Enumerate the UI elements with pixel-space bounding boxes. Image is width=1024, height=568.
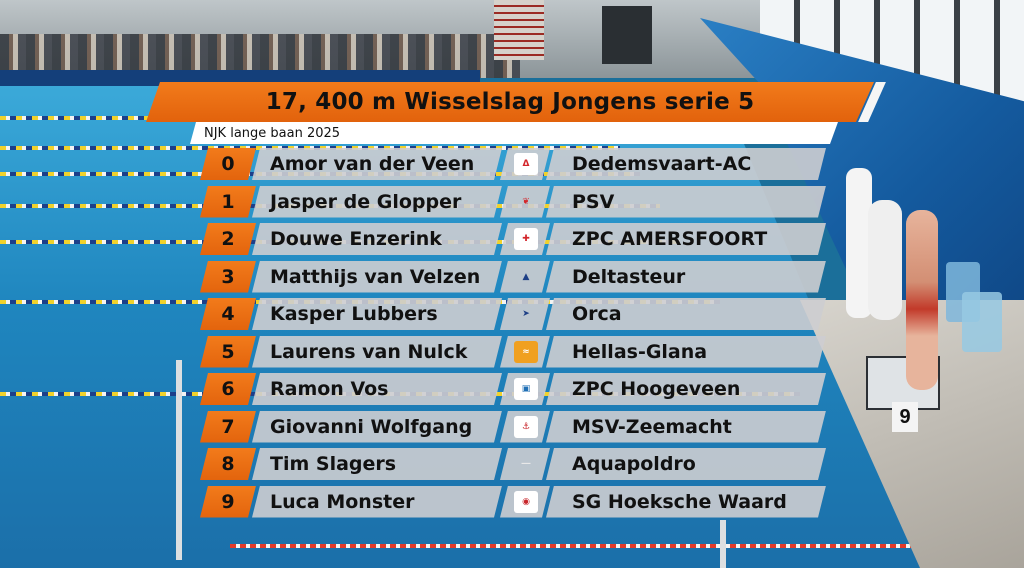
deltasteur-logo: ▲ [522,271,530,282]
start-list-row: 9 Luca Monster ◉ SG Hoeksche Waard [200,486,840,518]
swimmer-name-box: Ramon Vos [252,373,502,405]
club-name-box: Orca [546,298,826,330]
pool-ladder-rail [720,520,726,568]
amersfoort-cross-logo: ✚ [514,228,538,250]
swimmer-name-box: Luca Monster [252,486,502,518]
lane-number: 0 [200,148,256,180]
club-name-box: Hellas-Glana [546,336,826,368]
aquapoldro-logo: ― [521,459,531,469]
swimmer-name: Giovanni Wolfgang [270,415,473,438]
official-figure [846,168,872,318]
club-logo-slot: ❦ [512,190,540,214]
club-name-box: PSV [546,186,826,218]
logo-cell [500,448,550,480]
logo-cell [500,186,550,218]
psv-logo: ❦ [522,196,530,207]
lane-number: 3 [200,261,256,293]
club-name-box: Deltasteur [546,261,826,293]
club-name-box: Aquapoldro [546,448,826,480]
hellas-glana-logo: ≈ [514,340,538,363]
official-figure [868,200,902,320]
lane-number: 8 [200,448,256,480]
club-name: Aquapoldro [572,453,696,475]
club-name: MSV-Zeemacht [572,415,732,438]
starting-block-number: 9 [892,402,918,432]
lane-number: 1 [200,186,256,218]
start-list-row: 6 Ramon Vos ▣ ZPC Hoogeveen [200,373,840,405]
club-logo-slot: ▣ [512,377,540,401]
event-title: 17, 400 m Wisselslag Jongens serie 5 [265,89,755,115]
lane-number: 6 [200,373,256,405]
club-name: Orca [572,303,622,325]
lane-number: 9 [200,486,256,518]
logo-cell [500,261,550,293]
event-title-bar: 17, 400 m Wisselslag Jongens serie 5 [146,82,874,122]
meet-name-bar: NJK lange baan 2025 [190,122,838,144]
club-name: Hellas-Glana [572,340,708,363]
lane-number: 4 [200,298,256,330]
start-list-row: 3 Matthijs van Velzen ▲ Deltasteur [200,261,840,293]
swimmer-name-box: Tim Slagers [252,448,502,480]
start-list-row: 0 Amor van der Veen Δ Dedemsvaart-AC [200,148,840,180]
club-logo-slot: Δ [512,152,540,176]
start-list-row: 5 Laurens van Nulck ≈ Hellas-Glana [200,336,840,368]
club-name: Deltasteur [572,265,686,288]
club-name-box: SG Hoeksche Waard [546,486,826,518]
club-logo-slot: ◉ [512,490,540,514]
orca-logo: ➤ [522,309,530,319]
club-logo-slot: ― [512,452,540,476]
hoeksche-waard-logo: ◉ [514,490,538,513]
swimmer-name: Jasper de Glopper [270,190,462,213]
swimmer-name: Douwe Enzerink [270,228,442,250]
swimmer-name: Luca Monster [270,490,415,513]
swimmer-name: Amor van der Veen [270,153,475,175]
club-logo-slot: ✚ [512,227,540,251]
swimmer-name: Matthijs van Velzen [270,265,481,288]
lane-number: 5 [200,336,256,368]
swimmer-name-box: Kasper Lubbers [252,298,502,330]
swimmer-name-box: Matthijs van Velzen [252,261,502,293]
club-name: SG Hoeksche Waard [572,490,787,513]
swimmer-name-box: Jasper de Glopper [252,186,502,218]
start-list-row: 7 Giovanni Wolfgang ⚓ MSV-Zeemacht [200,411,840,443]
meet-name: NJK lange baan 2025 [204,125,341,141]
club-name-box: ZPC AMERSFOORT [546,223,826,255]
swimmer-name: Tim Slagers [270,453,397,475]
swimmer-figure [906,210,938,390]
club-logo-slot: ⚓ [512,415,540,439]
hoogeveen-logo: ▣ [514,378,538,400]
club-name: Dedemsvaart-AC [572,153,752,175]
start-list-row: 4 Kasper Lubbers ➤ Orca [200,298,840,330]
club-name: PSV [572,190,615,213]
swimmer-name: Ramon Vos [270,378,389,400]
club-name: ZPC AMERSFOORT [572,228,768,250]
swimmer-name-box: Giovanni Wolfgang [252,411,502,443]
hall-door [602,6,652,64]
chair [962,292,1002,352]
dedemsvaart-logo: Δ [514,153,538,175]
zeemacht-logo: ⚓ [514,415,538,438]
club-name-box: MSV-Zeemacht [546,411,826,443]
start-list-row: 2 Douwe Enzerink ✚ ZPC AMERSFOORT [200,223,840,255]
start-list-row: 8 Tim Slagers ― Aquapoldro [200,448,840,480]
swimmer-name-box: Laurens van Nulck [252,336,502,368]
club-logo-slot: ▲ [512,265,540,289]
pool-ladder-rail [176,360,182,560]
swimmer-name-box: Amor van der Veen [252,148,502,180]
lane-number: 2 [200,223,256,255]
club-name-box: ZPC Hoogeveen [546,373,826,405]
swimmer-name: Kasper Lubbers [270,303,438,325]
scoreboard-panel [494,0,544,60]
club-logo-slot: ≈ [512,340,540,364]
lane-rope-red [230,544,1024,548]
swimmer-name: Laurens van Nulck [270,340,468,363]
club-logo-slot: ➤ [512,302,540,326]
club-name-box: Dedemsvaart-AC [546,148,826,180]
club-name: ZPC Hoogeveen [572,378,741,400]
logo-cell [500,298,550,330]
lane-number: 7 [200,411,256,443]
swimmer-name-box: Douwe Enzerink [252,223,502,255]
start-list-row: 1 Jasper de Glopper ❦ PSV [200,186,840,218]
